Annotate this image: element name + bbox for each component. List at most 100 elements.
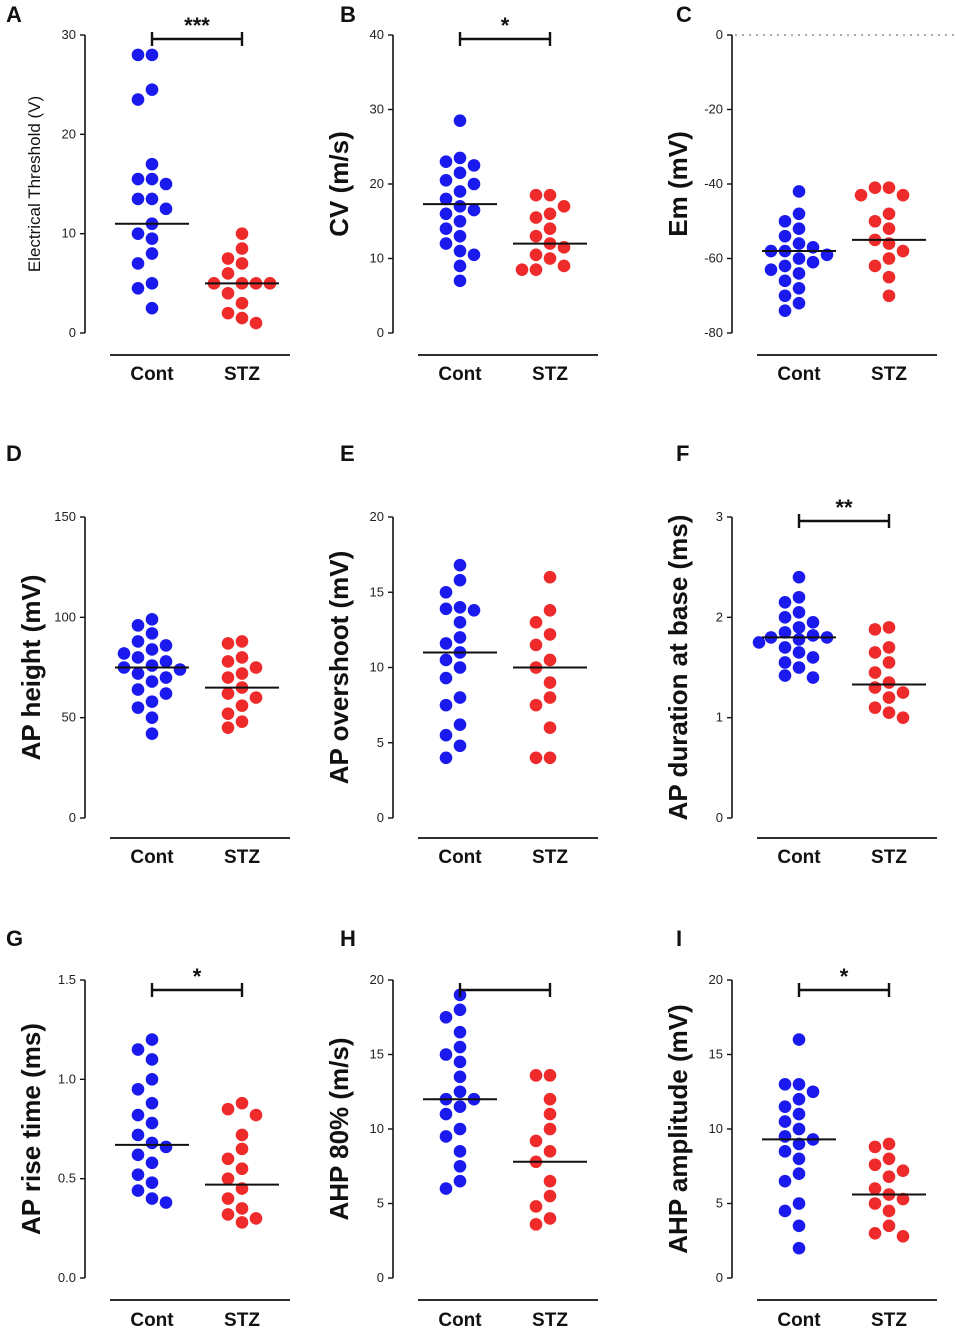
data-point-stz: [235, 1216, 249, 1229]
data-point-cont: [792, 633, 806, 646]
data-point-stz: [529, 1200, 543, 1213]
data-point-stz: [235, 1096, 249, 1110]
data-point-cont: [145, 1033, 159, 1046]
data-point-cont: [131, 1184, 145, 1197]
y-tick-label: 0: [716, 27, 723, 42]
data-point-stz: [235, 635, 249, 648]
data-point-cont: [145, 643, 159, 656]
data-point-cont: [792, 590, 806, 604]
data-point-cont: [145, 157, 159, 171]
data-point-cont: [131, 667, 145, 680]
data-point-stz: [882, 1170, 896, 1183]
data-point-cont: [453, 558, 467, 572]
data-point-cont: [131, 227, 145, 240]
data-point-cont: [131, 683, 145, 696]
data-point-cont: [467, 203, 481, 217]
data-point-cont: [453, 1070, 467, 1084]
data-point-stz: [249, 691, 263, 704]
data-point-stz: [868, 181, 882, 195]
data-point-cont: [778, 304, 792, 317]
data-point-cont: [453, 114, 467, 127]
y-tick-label: 0.5: [58, 1171, 76, 1186]
data-point-stz: [235, 667, 249, 680]
data-point-cont: [131, 635, 145, 648]
data-point-cont: [453, 691, 467, 704]
y-axis-label: AHP 80% (m/s): [324, 1037, 354, 1220]
data-point-cont: [131, 282, 145, 295]
data-point-cont: [117, 647, 131, 660]
data-point-cont: [145, 277, 159, 290]
panel-c: C 0 -20 -40 -60 -80 Cont STZ Em (mV): [663, 2, 955, 385]
data-point-cont: [131, 701, 145, 714]
data-point-cont: [778, 1078, 792, 1091]
panel-letter: F: [676, 441, 689, 466]
y-axis-label: AP height (mV): [16, 575, 46, 761]
data-point-cont: [792, 1092, 806, 1106]
y-tick-label: 0: [377, 1270, 384, 1285]
data-point-cont: [778, 229, 792, 243]
category-label: STZ: [224, 364, 260, 385]
data-point-cont: [806, 1085, 820, 1099]
data-point-cont: [145, 675, 159, 688]
data-point-cont: [145, 613, 159, 626]
y-axis-label: AHP amplitude (mV): [663, 1004, 693, 1253]
data-point-stz: [896, 1164, 910, 1178]
data-point-cont: [453, 259, 467, 273]
data-point-cont: [453, 573, 467, 587]
data-point-cont: [453, 1040, 467, 1054]
data-point-cont: [439, 207, 453, 221]
data-point-cont: [806, 651, 820, 664]
data-point-stz: [235, 715, 249, 728]
data-point-stz: [221, 721, 235, 734]
data-point-stz: [868, 1197, 882, 1210]
data-point-cont: [145, 1192, 159, 1205]
data-point-stz: [529, 1134, 543, 1148]
data-point-cont: [453, 244, 467, 258]
data-point-stz: [868, 259, 882, 273]
data-point-stz: [882, 207, 896, 221]
data-point-cont: [778, 1174, 792, 1188]
data-point-cont: [453, 1055, 467, 1069]
data-point-stz: [529, 638, 543, 652]
data-point-stz: [529, 616, 543, 629]
data-point-cont: [439, 1048, 453, 1061]
data-point-stz: [249, 316, 263, 330]
data-point-stz: [221, 267, 235, 280]
y-axis-label: Em (mV): [663, 131, 693, 236]
data-point-cont: [439, 192, 453, 206]
data-point-stz: [896, 1229, 910, 1243]
y-tick-label: 1.0: [58, 1071, 76, 1086]
data-point-cont: [439, 602, 453, 616]
data-point-stz: [882, 1219, 896, 1233]
y-tick-label: 15: [709, 1047, 723, 1062]
y-tick-label: 3: [716, 509, 723, 524]
y-tick-label: 2: [716, 609, 723, 624]
y-tick-label: 30: [62, 27, 76, 42]
panel-letter: G: [6, 926, 23, 951]
data-point-stz: [221, 707, 235, 720]
data-point-cont: [792, 570, 806, 584]
y-tick-label: -80: [704, 325, 723, 340]
data-point-stz: [529, 698, 543, 712]
data-point-cont: [806, 255, 820, 269]
panel-letter: C: [676, 2, 692, 27]
data-point-cont: [778, 1145, 792, 1158]
y-tick-label: 15: [370, 1047, 384, 1062]
data-point-cont: [453, 200, 467, 213]
y-tick-label: 100: [54, 609, 76, 624]
category-label: STZ: [532, 364, 568, 385]
data-point-cont: [439, 1130, 453, 1143]
data-point-cont: [131, 1043, 145, 1056]
y-tick-label: 20: [370, 972, 384, 987]
data-point-stz: [543, 1069, 557, 1082]
data-point-cont: [131, 1108, 145, 1122]
data-point-cont: [453, 166, 467, 180]
category-label: STZ: [532, 1310, 568, 1331]
data-point-cont: [792, 606, 806, 619]
data-point-stz: [529, 248, 543, 262]
data-point-stz: [543, 1145, 557, 1158]
y-tick-label: 40: [370, 27, 384, 42]
data-point-cont: [453, 185, 467, 198]
y-tick-label: -40: [704, 176, 723, 191]
